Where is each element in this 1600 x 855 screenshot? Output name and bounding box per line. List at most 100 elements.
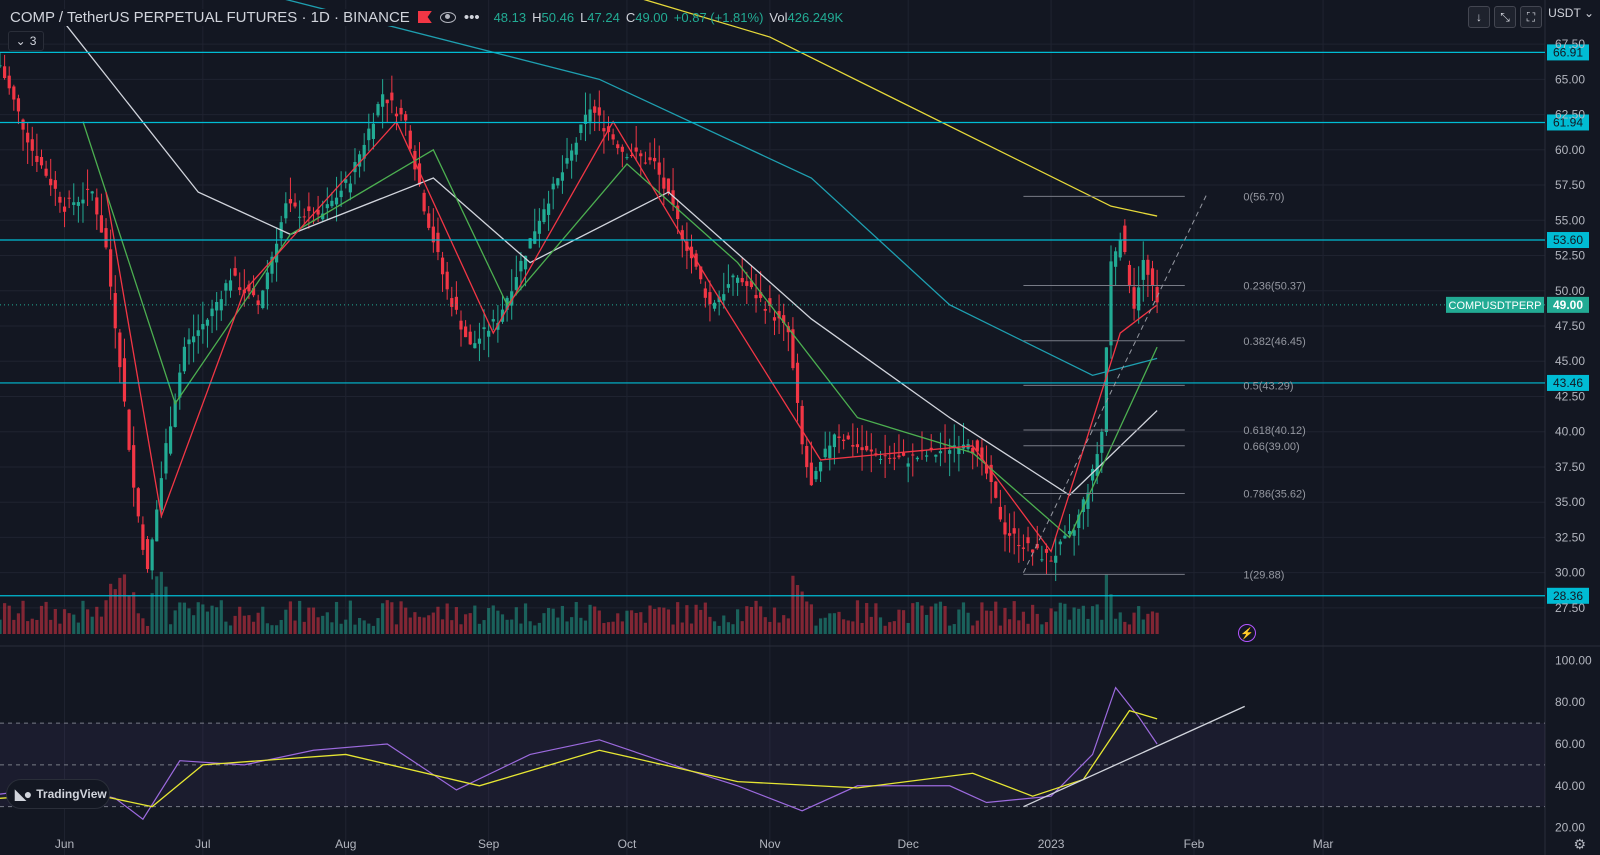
candle-body xyxy=(1044,549,1049,553)
candle-body xyxy=(809,462,813,486)
level-price-label: 61.94 xyxy=(1553,115,1583,129)
volume-bar xyxy=(523,603,528,634)
candle-body xyxy=(878,458,883,460)
candle-body xyxy=(215,302,219,311)
candle-body xyxy=(777,311,781,319)
volume-bar xyxy=(671,624,675,634)
symbol-title[interactable]: COMP / TetherUS PERPETUAL FUTURES · 1D ·… xyxy=(10,8,410,26)
candle-body xyxy=(726,284,730,288)
volume-bar xyxy=(957,609,961,634)
candle-body xyxy=(12,86,16,100)
symbol-title-box[interactable]: COMP / TetherUS PERPETUAL FUTURES · 1D ·… xyxy=(6,8,484,26)
price-tick-label: 42.50 xyxy=(1555,389,1585,403)
candle-body xyxy=(703,288,707,298)
volume-bar xyxy=(247,615,251,634)
volume-bar xyxy=(680,622,684,634)
candle-body xyxy=(514,277,518,290)
price-tick-label: 65.00 xyxy=(1555,72,1585,86)
price-tick-label: 40.00 xyxy=(1555,425,1585,439)
volume-bar xyxy=(602,623,606,634)
volume-bar xyxy=(980,602,984,634)
volume-bar xyxy=(625,610,629,634)
price-tick-label: 45.00 xyxy=(1555,354,1585,368)
candle-body xyxy=(85,188,90,190)
candle-body xyxy=(994,481,998,498)
lightning-icon[interactable]: ⚡ xyxy=(1238,624,1256,642)
candle-body xyxy=(72,202,76,205)
gear-icon[interactable]: ⚙ xyxy=(1573,836,1586,852)
volume-bar xyxy=(943,606,947,634)
candle-body xyxy=(62,206,67,212)
price-tick-label: 52.50 xyxy=(1555,249,1585,263)
candle-body xyxy=(482,327,486,330)
candle-body xyxy=(588,109,592,122)
volume-bar xyxy=(1054,611,1058,634)
candle-body xyxy=(44,168,48,176)
volume-bar xyxy=(533,625,537,634)
volume-bar xyxy=(371,625,376,634)
candle-body xyxy=(293,202,297,207)
candle-body xyxy=(16,98,21,112)
candle-body xyxy=(122,358,127,402)
candle-body xyxy=(81,199,85,204)
fullscreen-icon[interactable]: ⛶ xyxy=(1520,6,1542,28)
candle-body xyxy=(201,324,205,330)
moving-average-line xyxy=(82,121,1158,539)
candle-body xyxy=(1095,454,1099,476)
rsi-line xyxy=(0,686,1158,821)
volume-bar xyxy=(588,604,592,634)
candle-body xyxy=(1063,535,1067,539)
volume-bar xyxy=(934,603,938,634)
volume-bar xyxy=(754,600,758,634)
level-price-tag xyxy=(1547,587,1589,604)
candle-body xyxy=(371,123,376,139)
volume-bar xyxy=(855,600,860,634)
volume-bar xyxy=(537,622,541,634)
candle-body xyxy=(427,213,431,228)
candle-body xyxy=(653,157,657,162)
volume-bar xyxy=(1007,619,1012,634)
volume-bar xyxy=(145,625,150,634)
volume-bar xyxy=(560,605,565,634)
candle-body xyxy=(1081,499,1085,512)
candle-body xyxy=(934,454,938,457)
volume-bar xyxy=(597,610,601,634)
volume-bar xyxy=(745,606,749,634)
arrow-down-icon[interactable]: ↓ xyxy=(1468,6,1490,28)
collapse-indicators-button[interactable]: ⌄ 3 xyxy=(8,31,44,51)
candle-body xyxy=(76,202,80,206)
currency-label[interactable]: USDT xyxy=(1548,6,1581,20)
flag-icon[interactable] xyxy=(417,11,432,23)
volume-bar xyxy=(85,609,90,634)
volume-bar xyxy=(496,610,500,634)
volume-bar xyxy=(224,621,228,634)
tradingview-logo[interactable]: ◣● TradingView xyxy=(6,779,110,809)
eye-icon[interactable] xyxy=(439,11,456,23)
candle-body xyxy=(330,200,334,207)
more-icon[interactable]: ••• xyxy=(463,8,480,26)
volume-bar xyxy=(251,621,256,634)
volume-bar xyxy=(136,613,140,634)
volume-bar xyxy=(689,623,694,634)
volume-bar xyxy=(828,613,832,634)
candle-body xyxy=(1017,545,1021,547)
volume-bar xyxy=(201,604,205,634)
rsi-tick-label: 100.00 xyxy=(1555,653,1592,667)
candle-body xyxy=(911,454,915,456)
volume-bar xyxy=(168,624,173,634)
volume-bar xyxy=(1017,620,1021,634)
volume-bar xyxy=(7,605,11,634)
candle-body xyxy=(1031,549,1035,553)
volume-bar xyxy=(118,577,122,634)
currency-selector[interactable]: USDT ⌄ xyxy=(1548,6,1594,20)
price-tick-label: 47.50 xyxy=(1555,319,1585,333)
volume-bar xyxy=(938,601,943,634)
candle-body xyxy=(348,183,352,193)
candle-body xyxy=(528,238,532,249)
volume-bar xyxy=(556,617,560,634)
candle-body xyxy=(168,426,173,454)
level-price-tag xyxy=(1547,232,1589,249)
collapse-icon[interactable]: ⤡ xyxy=(1494,6,1516,28)
candle-body xyxy=(344,179,348,183)
